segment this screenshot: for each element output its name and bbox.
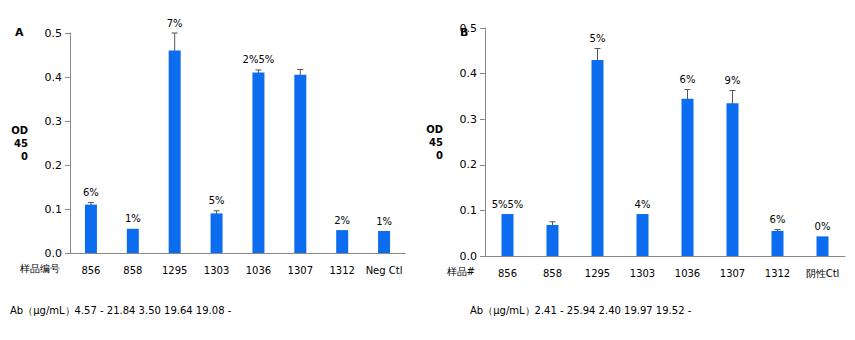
svg-text:5%: 5% [209, 195, 225, 206]
svg-text:858: 858 [123, 265, 142, 276]
svg-text:0.4: 0.4 [45, 71, 63, 84]
svg-text:4%: 4% [635, 199, 651, 210]
svg-text:0: 0 [21, 151, 28, 162]
svg-text:1036: 1036 [675, 268, 700, 279]
svg-text:1036: 1036 [246, 265, 271, 276]
svg-text:0.5: 0.5 [45, 27, 63, 40]
svg-text:样品编号: 样品编号 [20, 263, 60, 274]
svg-text:0.3: 0.3 [460, 113, 478, 126]
svg-text:0.2: 0.2 [45, 159, 63, 172]
svg-text:1307: 1307 [720, 268, 745, 279]
svg-text:0%: 0% [815, 221, 831, 232]
svg-text:6%: 6% [83, 187, 99, 198]
svg-text:856: 856 [498, 268, 517, 279]
svg-text:6%: 6% [770, 214, 786, 225]
svg-text:Ab（μg/mL）4.57 - 21.84 3.50 19.: Ab（μg/mL）4.57 - 21.84 3.50 19.64 19.08 - [10, 305, 232, 316]
svg-text:5%: 5% [590, 33, 606, 44]
svg-text:7%: 7% [167, 18, 183, 29]
svg-text:A: A [15, 26, 24, 39]
svg-text:1%: 1% [125, 213, 141, 224]
svg-text:0.0: 0.0 [460, 250, 478, 263]
svg-text:B: B [460, 26, 468, 39]
svg-text:5%5%: 5%5% [492, 199, 524, 210]
svg-text:1307: 1307 [288, 265, 313, 276]
svg-text:0.3: 0.3 [45, 115, 63, 128]
svg-text:0.2: 0.2 [460, 158, 478, 171]
svg-text:1312: 1312 [765, 268, 790, 279]
svg-text:1295: 1295 [585, 268, 610, 279]
svg-text:1312: 1312 [329, 265, 354, 276]
svg-text:45: 45 [14, 138, 28, 149]
svg-text:1%: 1% [376, 216, 392, 227]
svg-text:6%: 6% [680, 74, 696, 85]
svg-text:Ab（μg/mL）2.41 - 25.94 2.40 19.: Ab（μg/mL）2.41 - 25.94 2.40 19.97 19.52 - [470, 305, 692, 316]
svg-text:2%: 2% [334, 215, 350, 226]
svg-text:0: 0 [436, 150, 443, 161]
svg-text:0.1: 0.1 [45, 203, 63, 216]
svg-text:OD: OD [426, 124, 443, 135]
svg-text:0.0: 0.0 [45, 247, 63, 260]
svg-text:阴性Ctl: 阴性Ctl [806, 268, 840, 279]
svg-text:样品#: 样品# [447, 266, 475, 277]
svg-text:2%5%: 2%5% [243, 54, 275, 65]
svg-text:0.1: 0.1 [460, 204, 478, 217]
svg-text:Neg Ctl: Neg Ctl [366, 265, 403, 276]
svg-text:1303: 1303 [204, 265, 229, 276]
svg-text:9%: 9% [725, 75, 741, 86]
svg-text:1303: 1303 [630, 268, 655, 279]
svg-text:858: 858 [543, 268, 562, 279]
svg-text:856: 856 [81, 265, 100, 276]
svg-text:OD: OD [11, 125, 28, 136]
svg-text:45: 45 [429, 137, 443, 148]
svg-text:1295: 1295 [162, 265, 187, 276]
svg-text:0.4: 0.4 [460, 67, 478, 80]
